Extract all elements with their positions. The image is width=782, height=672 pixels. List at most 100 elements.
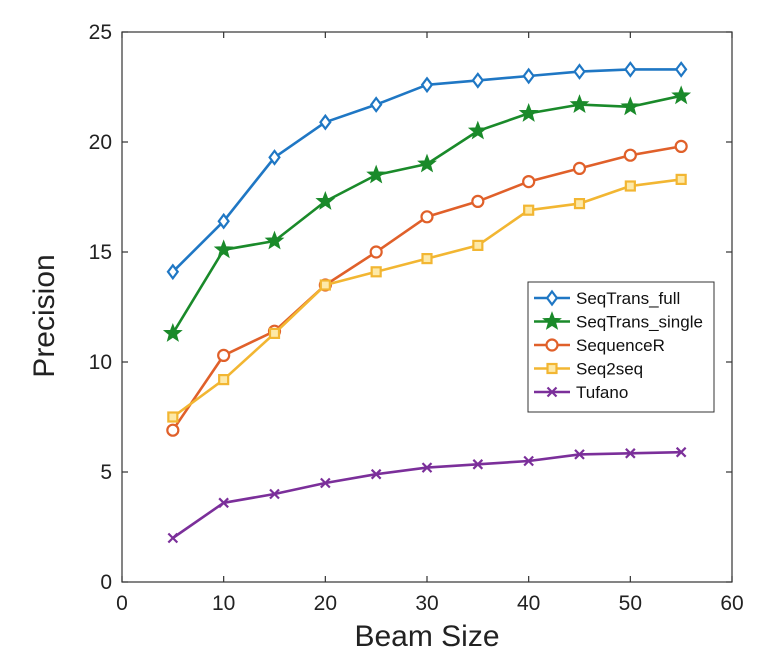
x-tick-label: 50 [619, 592, 642, 615]
data-point [417, 153, 437, 173]
data-point [166, 263, 180, 281]
data-point [472, 239, 484, 251]
data-point [167, 532, 179, 544]
data-point [574, 449, 585, 460]
data-point [369, 245, 383, 259]
data-point [671, 85, 692, 105]
legend-marker [542, 311, 562, 330]
legend-label: Seq2seq [576, 360, 643, 379]
x-tick-label: 30 [415, 592, 438, 615]
legend-item: SeqTrans_single [534, 311, 703, 332]
data-point [319, 279, 331, 291]
data-point [217, 348, 231, 362]
legend-marker [545, 338, 559, 352]
legend-box [527, 281, 715, 413]
data-point [572, 161, 587, 175]
data-point [420, 210, 434, 224]
x-tick-label: 0 [116, 592, 128, 615]
x-stroke [370, 468, 382, 480]
data-point [268, 327, 281, 339]
data-point [569, 94, 590, 114]
series-tufano [167, 446, 687, 544]
data-point [675, 446, 687, 458]
data-point [472, 459, 484, 470]
x-tick-label: 20 [314, 592, 337, 615]
data-point [213, 239, 234, 259]
x-stroke [675, 446, 687, 458]
x-stroke [167, 532, 179, 544]
data-point [319, 113, 332, 131]
legend-label: SeqTrans_full [576, 289, 680, 308]
x-stroke [269, 488, 280, 500]
data-point [467, 120, 488, 140]
series-seqtrans-full [166, 61, 688, 281]
legend-item: Seq2seq [534, 360, 643, 379]
data-point [674, 61, 688, 78]
x-stroke [218, 497, 229, 509]
x-axis-title: Beam Size [354, 620, 499, 653]
data-point [623, 148, 637, 162]
data-point [624, 61, 637, 78]
series-line [171, 68, 682, 273]
y-axis-title: Precision [28, 254, 61, 377]
data-point [620, 96, 641, 116]
data-point [624, 180, 636, 192]
data-point [370, 266, 382, 278]
data-point [366, 164, 387, 184]
data-point [523, 455, 534, 467]
legend-label: SeqTrans_single [576, 313, 703, 332]
series-layer [162, 61, 692, 544]
data-point [420, 76, 434, 94]
y-tick-label: 10 [89, 351, 112, 374]
data-point [268, 149, 281, 166]
x-tick-label: 10 [212, 592, 235, 615]
y-tick-label: 25 [89, 21, 112, 44]
data-point [518, 102, 539, 122]
series-seq2seq [167, 173, 687, 423]
data-point [421, 462, 433, 473]
series-line [172, 450, 682, 540]
data-point [573, 63, 586, 80]
y-tick-label: 5 [100, 461, 112, 484]
x-stroke [472, 459, 484, 470]
data-point [523, 204, 535, 216]
data-point [162, 322, 183, 342]
data-point [471, 72, 485, 89]
legend-item: Tufano [534, 383, 628, 402]
legend-item: SequenceR [534, 336, 665, 355]
x-stroke [546, 386, 558, 398]
x-stroke [320, 477, 331, 489]
data-point [320, 477, 331, 489]
data-point [674, 139, 688, 153]
legend-marker [545, 289, 559, 307]
data-point [218, 497, 229, 509]
x-stroke [625, 448, 636, 459]
series-seqtrans-single [162, 85, 692, 342]
legend-item: SeqTrans_full [534, 289, 680, 308]
data-point [573, 198, 586, 210]
data-point [625, 448, 636, 459]
data-point [675, 173, 687, 185]
x-stroke [574, 449, 585, 460]
x-tick-label: 40 [517, 592, 540, 615]
data-point [522, 175, 536, 189]
y-tick-label: 20 [89, 131, 112, 154]
data-point [421, 253, 433, 265]
data-point [217, 212, 230, 230]
y-tick-label: 0 [100, 571, 112, 594]
data-point [264, 230, 285, 250]
data-point [167, 411, 179, 423]
x-stroke [421, 462, 433, 473]
data-point [269, 488, 280, 500]
legend-marker [546, 386, 558, 398]
x-stroke [523, 455, 534, 467]
data-point [471, 194, 485, 208]
axes: 0 10 20 30 40 50 60 0 5 10 15 20 25 [89, 21, 744, 615]
data-point [218, 374, 230, 386]
x-tick-label: 60 [720, 592, 743, 615]
legend-label: SequenceR [576, 336, 665, 355]
legend: SeqTrans_full SeqTrans_single SequenceR Seq… [527, 281, 715, 413]
data-point [166, 423, 180, 437]
data-point [315, 190, 336, 210]
